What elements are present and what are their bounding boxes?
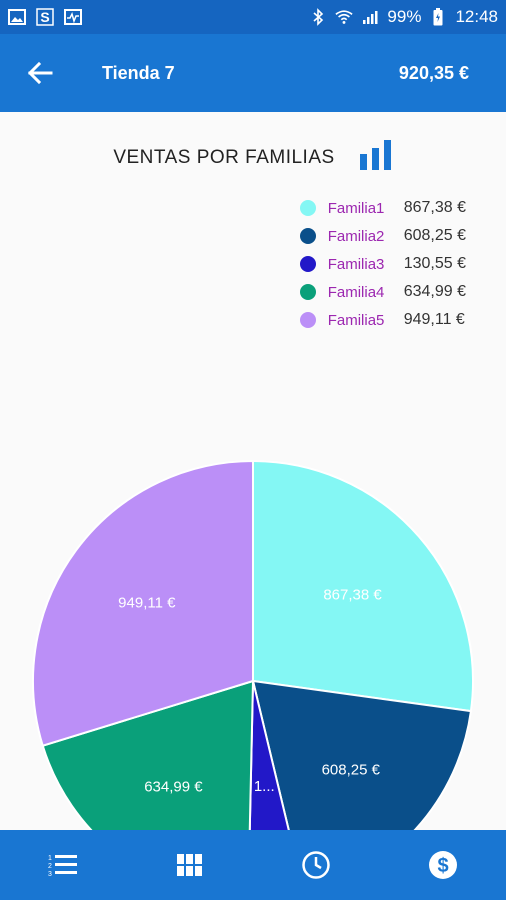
nav-history-button[interactable]	[286, 835, 346, 895]
image-notification-icon	[8, 8, 26, 26]
legend-name: Familia5	[327, 311, 385, 329]
numbered-list-icon: 1 2 3	[48, 855, 78, 878]
legend-swatch	[299, 200, 316, 216]
bar-chart-icon[interactable]	[359, 140, 393, 175]
legend-item: Familia3 130,55 €	[299, 250, 466, 278]
legend-swatch	[299, 312, 316, 328]
legend-name: Familia1	[327, 199, 385, 217]
pie-slice-familia4[interactable]	[41, 679, 255, 830]
svg-text:$: $	[437, 855, 448, 877]
store-total: 920,35 €	[398, 62, 469, 83]
content-area: 867,38 € 608,25 € 1... 634,99 € 949,11 € VEN…	[0, 112, 506, 830]
svg-text:S: S	[40, 9, 49, 25]
legend-swatch	[299, 284, 316, 300]
back-button[interactable]	[10, 43, 70, 103]
status-bar: S 99% 12:48	[0, 0, 506, 34]
chart-legend: Familia1 867,38 € Familia2 608,25 € Familia3…	[299, 194, 466, 334]
arrow-left-icon	[27, 61, 53, 85]
pie-slice-familia1[interactable]	[252, 459, 474, 713]
legend-name: Familia2	[327, 227, 385, 245]
dollar-icon: $	[428, 851, 457, 879]
pie-label-familia5: 949,11 €	[118, 595, 176, 612]
chart-title: VENTAS POR FAMILIAS	[113, 146, 335, 168]
legend-item: Familia2 608,25 €	[299, 222, 466, 250]
legend-item: Familia5 949,11 €	[299, 306, 466, 334]
signal-icon	[361, 8, 379, 26]
legend-value: 867,38 €	[403, 199, 466, 216]
nav-sales-button[interactable]: $	[413, 835, 473, 895]
pie-label-familia4: 634,99 €	[144, 778, 203, 795]
pie-label-familia1: 867,38 €	[323, 586, 382, 603]
svg-text:2: 2	[48, 863, 52, 870]
battery-icon	[429, 8, 447, 26]
app-bar: Tienda 7 920,35 €	[0, 34, 506, 112]
pie-label-familia3: 1...	[254, 778, 275, 795]
pie-slice-familia3[interactable]	[248, 680, 304, 830]
svg-text:1: 1	[48, 855, 52, 862]
pie-label-familia2: 608,25 €	[322, 762, 381, 779]
legend-item: Familia4 634,99 €	[299, 278, 466, 306]
bluetooth-icon	[309, 8, 327, 26]
legend-name: Familia3	[327, 255, 385, 273]
legend-value: 130,55 €	[403, 255, 466, 272]
pie-slice-familia5[interactable]	[32, 459, 254, 747]
wifi-icon	[335, 8, 354, 26]
legend-item: Familia1 867,38 €	[299, 194, 466, 222]
bottom-nav: 1 2 3 $	[0, 830, 506, 900]
store-title: Tienda 7	[102, 62, 175, 83]
pie-chart[interactable]: 867,38 € 608,25 € 1... 634,99 € 949,11 €	[0, 112, 506, 830]
chart-header: VENTAS POR FAMILIAS	[0, 140, 506, 175]
legend-swatch	[299, 256, 316, 272]
nav-grid-button[interactable]	[160, 835, 220, 895]
pie-slice-familia2[interactable]	[251, 679, 473, 830]
s-app-notification-icon: S	[36, 8, 54, 26]
clock: 12:48	[455, 7, 498, 26]
legend-value: 634,99 €	[403, 283, 466, 300]
svg-text:3: 3	[48, 871, 52, 878]
legend-swatch	[299, 228, 316, 244]
activity-notification-icon	[64, 8, 82, 26]
grid-icon	[176, 854, 202, 876]
legend-value: 949,11 €	[403, 311, 465, 328]
clock-icon	[302, 851, 330, 879]
nav-list-button[interactable]: 1 2 3	[33, 835, 93, 895]
legend-value: 608,25 €	[403, 227, 466, 244]
legend-name: Familia4	[327, 283, 385, 301]
battery-percent: 99%	[387, 7, 422, 26]
